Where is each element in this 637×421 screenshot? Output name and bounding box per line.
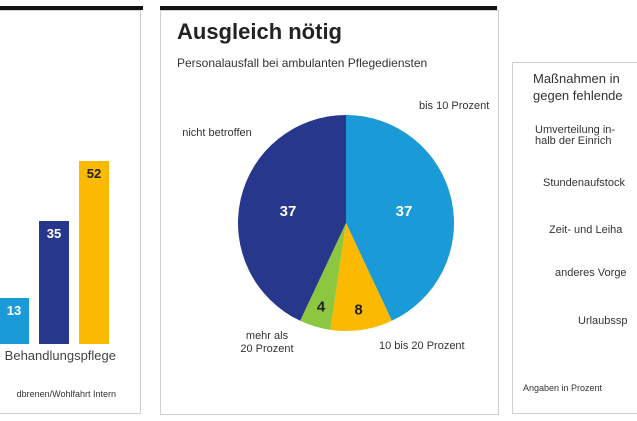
bar-series3: 52 (79, 161, 109, 344)
pie-slice (330, 223, 392, 332)
bar-series1: 13 (0, 298, 29, 344)
pie-category-label: 10 bis 20 Prozent (379, 340, 465, 352)
measure-item: Zeit- und Leiha (549, 224, 623, 236)
middle-panel-top-rule (160, 6, 497, 10)
pie-value-label: 4 (317, 299, 326, 316)
pie-category-label: 20 Prozent (240, 343, 293, 355)
bar-value-label: 52 (86, 166, 102, 182)
pie-category-label: mehr als (246, 330, 289, 342)
pie-value-label: 37 (280, 203, 297, 220)
measures-title-line1: Maßnahmen in (533, 71, 620, 86)
pie-chart-panel: Ausgleich nötig Personalausfall bei ambu… (160, 10, 499, 415)
bar-chart-panel: 13 35 52 Behandlungspflege dbrenen/Wohlfah… (0, 10, 141, 414)
measures-title-line2: gegen fehlende (533, 88, 623, 103)
bar-category-label: Behandlungspflege (4, 348, 116, 363)
measure-item: Urlaubssp (578, 315, 628, 327)
source-text: dbrenen/Wohlfahrt Intern (16, 389, 116, 399)
pie-slice (346, 115, 455, 321)
pie-value-label: 8 (354, 301, 362, 318)
measure-item: Stundenaufstock (543, 177, 625, 189)
pie-value-label: 37 (396, 203, 413, 220)
measure-item: anderes Vorge (555, 267, 627, 279)
pie-category-label: bis 10 Prozent (419, 100, 489, 112)
footnote: Angaben in Prozent (523, 383, 603, 393)
bar-series2: 35 (39, 221, 69, 344)
measure-item: Umverteilung in-halb der Einrich (535, 124, 616, 147)
measures-panel: Maßnahmen in gegen fehlende Umverteilung… (512, 62, 637, 414)
pie-category-label: nicht betroffen (182, 127, 252, 139)
chart-subtitle: Personalausfall bei ambulanten Pflegedie… (177, 56, 428, 70)
bar-value-label: 35 (46, 226, 62, 242)
left-panel-top-rule (0, 6, 143, 10)
pie-chart: 37 bis 10 Prozent 8 10 bis 20 Prozent 4 mehr … (182, 100, 489, 355)
bar-value-label: 13 (6, 303, 22, 319)
pie-slice (237, 115, 346, 321)
chart-title: Ausgleich nötig (177, 19, 342, 44)
pie-slice (300, 223, 346, 330)
